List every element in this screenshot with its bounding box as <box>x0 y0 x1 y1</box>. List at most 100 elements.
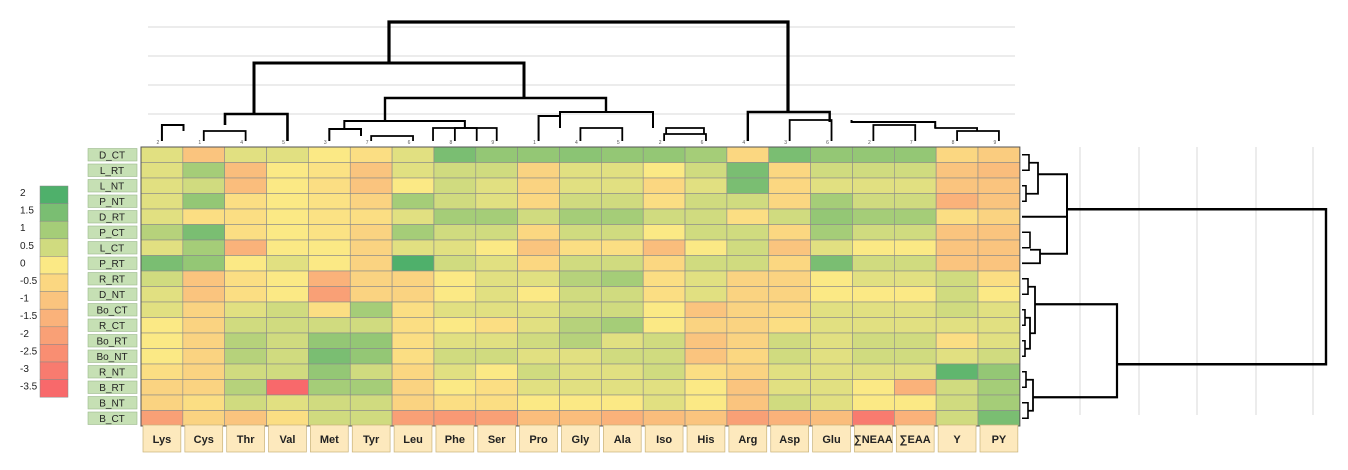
heatmap-cell <box>977 208 1021 225</box>
heatmap-cell <box>182 224 226 241</box>
heatmap-cell <box>349 332 393 349</box>
heatmap-cell <box>726 394 770 411</box>
heatmap-cell <box>810 348 853 365</box>
heatmap-cell <box>475 394 518 411</box>
legend-swatch <box>39 379 69 398</box>
heatmap-cell <box>349 363 393 380</box>
heatmap-cell <box>726 239 770 256</box>
heatmap-cell <box>433 224 477 241</box>
heatmap-cell <box>349 146 393 163</box>
dendrogram-link <box>956 130 1000 141</box>
column-label: Val <box>280 434 296 446</box>
row-dendrogram-link <box>1022 370 1027 389</box>
row-dendrogram-link <box>1026 161 1039 195</box>
heatmap-cell <box>684 394 728 411</box>
row-dendrogram-link <box>1022 231 1031 249</box>
heatmap-cell <box>559 332 602 349</box>
column-label-box <box>728 424 768 453</box>
heatmap-cell <box>935 363 979 380</box>
heatmap-cell <box>475 332 518 349</box>
heatmap-cell <box>642 332 686 349</box>
heatmap-cell <box>182 146 226 163</box>
heatmap-cell <box>768 270 811 287</box>
heatmap-cell <box>559 224 602 241</box>
heatmap-cell <box>935 410 979 427</box>
column-label-box <box>393 424 433 453</box>
gridlines <box>148 26 1314 415</box>
heatmap-cell <box>224 317 267 334</box>
heatmap-cell <box>810 255 853 272</box>
heatmap-cell <box>935 146 979 163</box>
heatmap-cell <box>140 255 184 272</box>
column-label-box <box>142 424 182 453</box>
heatmap-cell <box>768 379 811 396</box>
heatmap-cell <box>517 286 560 303</box>
heatmap-cell <box>977 270 1021 287</box>
dendrogram-link <box>383 96 608 121</box>
legend-swatch <box>39 185 69 204</box>
row-label: D_CT <box>99 150 125 161</box>
heatmap-cell <box>726 301 770 318</box>
column-labels: Lys Cys Thr Val Met Tyr Leu Phe Ser Pro Gly Ala Iso H… <box>142 424 1019 453</box>
heatmap-cell <box>977 162 1021 179</box>
heatmap-cell <box>475 239 518 256</box>
heatmap-cell <box>852 379 895 396</box>
heatmap-cell <box>433 394 477 411</box>
cluster-number: 9 <box>491 140 494 146</box>
heatmap-cell <box>977 317 1021 334</box>
heatmap-cell <box>391 193 435 210</box>
heatmap-cell <box>517 239 560 256</box>
heatmap-cell <box>852 348 895 365</box>
heatmap-cell <box>391 208 435 225</box>
column-label: Asp <box>779 434 800 446</box>
heatmap-cell <box>391 177 435 194</box>
cluster-number: 6 <box>701 140 704 146</box>
row-label-box <box>87 148 138 162</box>
column-label-box <box>561 424 600 453</box>
column-label-box <box>477 424 516 453</box>
heatmap-cell <box>308 286 351 303</box>
heatmap-cell <box>601 162 644 179</box>
heatmap-cell <box>517 363 560 380</box>
column-label: Gly <box>572 434 591 446</box>
heatmap-cell <box>977 394 1021 411</box>
heatmap-cell <box>266 394 309 411</box>
heatmap-cell <box>893 379 937 396</box>
heatmap-cell <box>224 286 267 303</box>
heatmap-cell <box>768 224 811 241</box>
heatmap-cell <box>684 363 728 380</box>
dendrogram-link <box>665 127 705 134</box>
dendrogram-link <box>223 112 289 141</box>
cluster-number: 2 <box>659 140 662 146</box>
heatmap-cell <box>810 146 853 163</box>
heatmap-cell <box>517 379 560 396</box>
heatmap-cell <box>935 193 979 210</box>
row-label-box <box>87 210 138 224</box>
column-label: Cys <box>194 434 214 446</box>
cluster-number: 8 <box>449 140 452 146</box>
heatmap-cell <box>893 394 937 411</box>
heatmap-cell <box>391 379 435 396</box>
heatmap-cell <box>642 379 686 396</box>
heatmap-cell <box>349 162 393 179</box>
heatmap-cell <box>349 410 393 427</box>
heatmap-cell <box>852 177 895 194</box>
heatmap-cell <box>182 270 226 287</box>
heatmap-cell <box>893 208 937 225</box>
heatmap-cell <box>266 379 309 396</box>
row-label-box <box>87 179 138 193</box>
heatmap-cell <box>266 177 309 194</box>
row-label: R_RT <box>99 274 125 285</box>
cluster-number: 5 <box>282 140 285 146</box>
heatmap-cell <box>935 379 979 396</box>
heatmap-cell <box>977 348 1021 365</box>
heatmap-cell <box>308 162 351 179</box>
legend-swatch <box>39 344 69 363</box>
heatmap-cell <box>977 286 1021 303</box>
column-label-box <box>644 424 684 453</box>
row-label-box <box>87 380 138 394</box>
row-dendrogram-link <box>1022 184 1027 203</box>
heatmap-cell <box>852 255 895 272</box>
column-label-box <box>184 424 224 453</box>
